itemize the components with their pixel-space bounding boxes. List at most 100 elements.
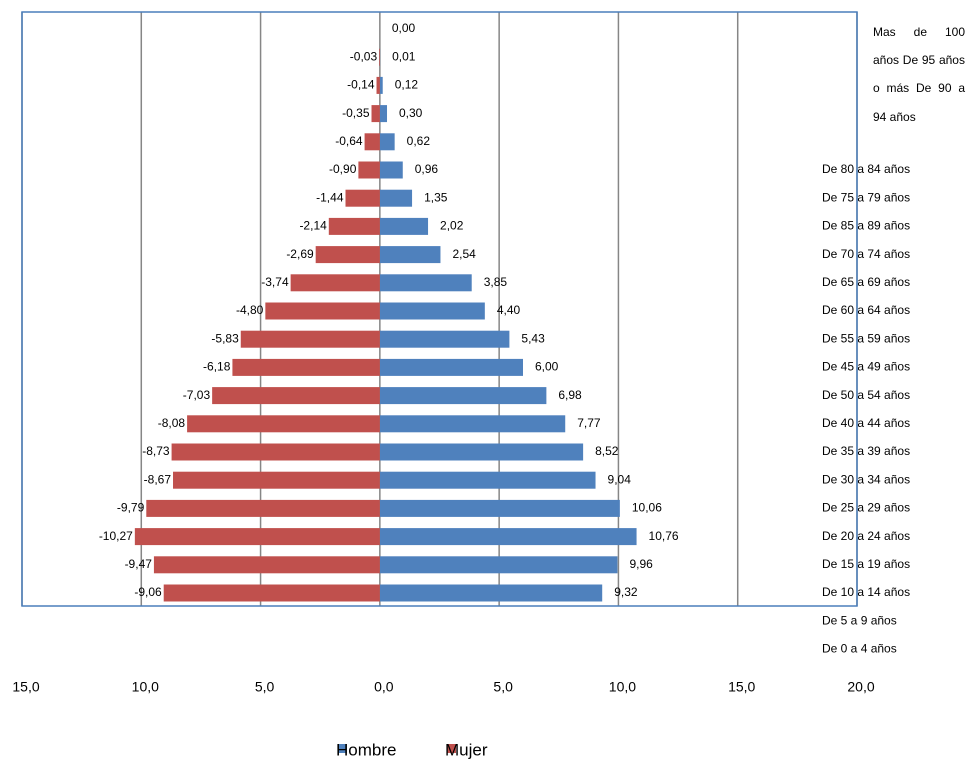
data-label: -5,83 [211,331,239,345]
data-label: -8,73 [142,444,170,458]
category-label: De 60 a 64 años [822,303,910,317]
bar [379,217,429,235]
data-label: 4,40 [497,303,521,317]
data-label: 0,96 [415,162,439,176]
data-label: -2,14 [299,219,327,233]
bar [379,274,472,292]
data-label: 6,00 [535,360,559,374]
bar [232,358,380,376]
bar [371,105,380,123]
data-label: 5,43 [521,331,545,345]
data-label: -10,27 [99,529,133,543]
bar [379,499,620,517]
wrapped-labels: Mas de 100 años De 95 años o más De 90 a… [873,18,965,131]
bar [376,76,380,94]
category-label: De 40 a 44 años [822,416,910,430]
bar [379,443,584,461]
bar [187,415,380,433]
data-label: 8,52 [595,444,619,458]
data-label: -0,90 [329,162,357,176]
data-label: 1,35 [424,190,448,204]
bar [364,133,380,151]
data-label: 10,76 [649,529,679,543]
data-label: -6,18 [203,360,231,374]
data-label: 0,12 [395,78,419,92]
plot-border [21,11,858,607]
bar [379,415,566,433]
category-label: De 55 a 59 años [822,331,910,345]
category-label: De 5 a 9 años [822,613,897,627]
data-label: 9,04 [608,472,632,486]
bar [379,76,383,94]
legend-label: Mujer [445,740,488,759]
category-label: De 70 a 74 años [822,247,910,261]
data-label: 6,98 [558,388,582,402]
bar [163,584,380,602]
legend-swatch [338,744,347,753]
bar [134,528,380,546]
bar [379,556,618,574]
bar [315,246,380,264]
bar [379,161,403,179]
data-label: -0,03 [350,49,378,63]
category-label: De 25 a 29 años [822,501,910,515]
x-tick-label: 5,0 [493,679,513,695]
bar [173,471,380,489]
data-label: 2,54 [452,247,476,261]
category-label: De 20 a 24 años [822,529,910,543]
data-label: -8,08 [158,416,186,430]
data-label: 0,00 [392,21,416,35]
data-label: -2,69 [286,247,314,261]
category-label: De 80 a 84 años [822,162,910,176]
category-label: De 10 a 14 años [822,585,910,599]
x-tick-label: 10,0 [609,679,636,695]
bar [379,246,441,264]
data-label: -9,47 [125,557,153,571]
bar [379,133,395,151]
category-label: De 95 años o más [873,53,965,96]
bar [171,443,380,461]
data-label: 3,85 [484,275,508,289]
data-label: -4,80 [236,303,264,317]
legend-swatch [447,744,456,753]
bar [379,387,547,405]
category-label: De 50 a 54 años [822,388,910,402]
data-label: -9,79 [117,501,145,515]
data-label: -1,44 [316,190,344,204]
bar [379,471,596,489]
bar [379,48,380,66]
bar [379,189,413,207]
data-label: 9,32 [614,585,638,599]
x-tick-label: 0,0 [374,679,394,695]
bar [379,105,388,123]
data-label: 0,01 [392,49,416,63]
bar [379,528,637,546]
category-label: De 75 a 79 años [822,190,910,204]
bar [212,387,380,405]
category-label: De 65 a 69 años [822,275,910,289]
x-tick-label: 10,0 [132,679,159,695]
category-label: De 0 a 4 años [822,642,897,656]
category-label: De 45 a 49 años [822,360,910,374]
bar [358,161,380,179]
data-label: 9,96 [629,557,653,571]
data-label: -9,06 [134,585,162,599]
category-label: De 90 a 94 años [873,81,965,124]
data-label: 0,62 [407,134,431,148]
data-label: -7,03 [183,388,211,402]
bar [379,330,510,348]
category-label: De 30 a 34 años [822,472,910,486]
x-tick-label: 5,0 [255,679,275,695]
bar [379,302,485,320]
x-tick-label: 15,0 [728,679,755,695]
data-label: 2,02 [440,219,464,233]
category-label: Mas de 100 años [873,25,965,68]
data-label: -0,64 [335,134,363,148]
bar [153,556,380,574]
data-label: -0,14 [347,78,375,92]
data-label: 0,30 [399,106,423,120]
bar [379,358,523,376]
bar [328,217,380,235]
